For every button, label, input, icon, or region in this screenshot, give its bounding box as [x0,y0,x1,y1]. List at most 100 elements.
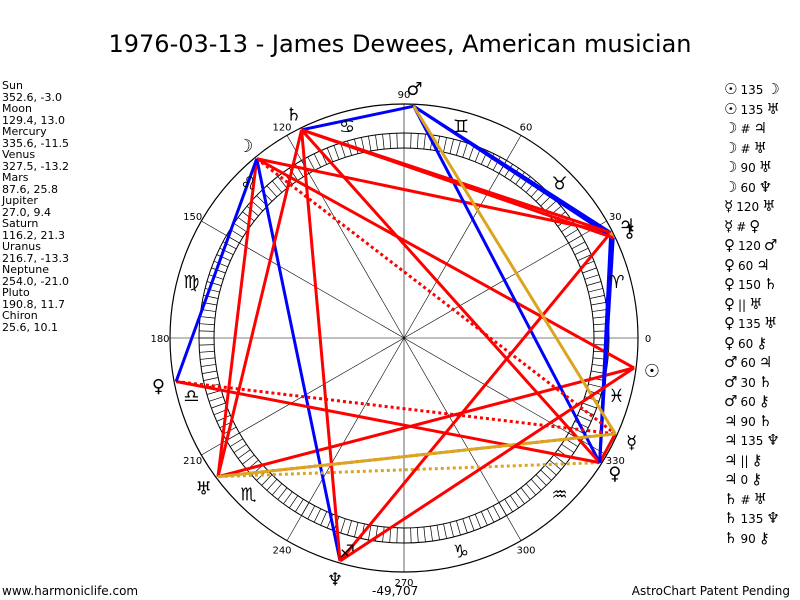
degree-tick [233,223,247,233]
degree-tick [354,139,359,154]
degree-label: 300 [516,545,535,556]
degree-tick [423,134,426,150]
degree-tick [540,469,552,481]
degree-tick [313,153,322,168]
planet-positions-list: Sun 352.6, -3.0 Moon 129.4, 13.0 Mercury 335.… [2,80,69,333]
planet-name-chiron: Chiron [2,309,38,322]
aspect-type: 135 [740,102,764,117]
aspect-type: 135 [740,512,764,526]
degree-tick [584,274,600,280]
aspect-line [301,128,614,240]
house-spoke [403,337,522,541]
degree-tick [368,525,372,540]
degree-label: 330 [606,456,625,467]
planet-name-jupiter: Jupiter [2,194,38,207]
aspect-type: 90 [740,414,756,429]
aspect-planet-a-icon: ☿ [724,216,734,235]
aspect-planet-a-icon: ☉ [724,99,738,118]
aspect-type: 90 [740,161,756,175]
degree-tick [492,156,501,171]
footer-website: www.harmoniclife.com [2,584,139,598]
aspect-planet-b-icon: ⚷ [758,392,770,410]
degree-label: 60 [520,123,533,134]
aspect-type: || [738,297,747,312]
degree-label: 270 [394,578,413,589]
aspect-planet-a-icon: ♂ [724,392,738,410]
aspect-type: 30 [740,375,756,390]
aspect-planet-a-icon: ☉ [724,80,738,98]
aspect-planet-a-icon: ♂ [724,353,738,371]
degree-tick [208,274,224,280]
degree-tick [199,323,215,326]
degree-tick [530,478,542,491]
aspect-line [338,231,612,562]
aspect-line [301,104,415,132]
degree-tick [504,498,513,513]
degree-tick [436,525,440,540]
aspect-row: ☿ # ♀ [724,217,800,237]
degree-tick [468,145,475,160]
degree-tick [468,516,475,531]
aspect-line [339,366,635,563]
degree-tick [368,136,372,151]
aspect-planet-a-icon: ♀ [724,255,735,274]
aspect-planet-a-icon: ♄ [724,509,738,527]
degree-tick [582,402,597,409]
degree-tick [589,295,605,299]
aspect-planet-b-icon: ♄ [758,372,773,391]
planet-coords-mars: 87.6, 25.8 [2,182,58,196]
degree-tick [535,474,547,486]
degree-tick [591,302,606,306]
degree-tick [261,474,273,486]
degree-tick [382,526,385,542]
aspect-line [217,366,635,479]
degree-tick [382,134,385,150]
aspect-line [217,432,616,479]
planet-name-saturn: Saturn [2,217,39,230]
planet-coords-pluto: 190.8, 11.7 [2,297,65,311]
aspect-type: 135 [740,434,764,448]
degree-tick [219,247,234,256]
aspect-planet-b-icon: ♅ [763,314,778,332]
degree-tick [582,267,597,274]
footer-patent: AstroChart Patent Pending [631,584,790,598]
house-spoke [403,337,607,456]
aspect-list: ☉ 135 ☽ ☉ 135 ♅ ☽ # ♃ ☽ # ♅ ☽ 90 ♅ ☽ 60 ♆ ☿ 120 ♅ ☿ # ♀ ♀ 120 ♂ ♀ 60… [724,80,800,548]
degree-tick [216,414,231,422]
aspect-planet-b-icon: ♀ [749,216,761,235]
planet-name-sun: Sun [2,79,23,92]
aspect-planet-b-icon: ♆ [758,177,773,196]
aspect-planet-a-icon: ♀ [724,236,735,254]
degree-tick [588,383,603,388]
planet-coords-saturn: 116.2, 21.3 [2,228,65,242]
degree-tick [449,139,454,154]
aspect-planet-b-icon: ♅ [766,99,780,118]
aspect-type: 120 [736,200,760,214]
degree-tick [229,438,244,447]
aspect-planet-b-icon: ⚷ [751,450,763,469]
degree-tick [199,350,215,353]
degree-tick [233,443,247,453]
planet-name-neptune: Neptune [2,263,50,276]
aspect-type: 60 [738,336,754,351]
degree-tick [199,344,215,346]
degree-tick [443,137,447,153]
aspect-planet-b-icon: ♃ [758,353,773,371]
degree-tick [577,254,592,262]
aspect-planet-b-icon: ♅ [758,158,773,176]
aspect-planet-b-icon: ♂ [763,236,778,254]
aspect-line [300,128,601,464]
degree-tick [389,133,392,149]
aspect-line [412,105,601,464]
planet-name-mars: Mars [2,171,29,184]
aspect-planet-a-icon: ♃ [724,411,738,430]
aries-sign-icon: ♈ [608,272,624,293]
degree-tick [443,523,447,539]
degree-tick [203,377,219,381]
degree-tick [340,518,346,534]
aspect-planet-a-icon: ☽ [724,158,738,176]
moon-planet-icon: ☽ [237,136,253,157]
aspect-row: ☉ 135 ♅ [724,100,800,120]
degree-tick [199,330,215,332]
degree-tick [423,526,426,542]
